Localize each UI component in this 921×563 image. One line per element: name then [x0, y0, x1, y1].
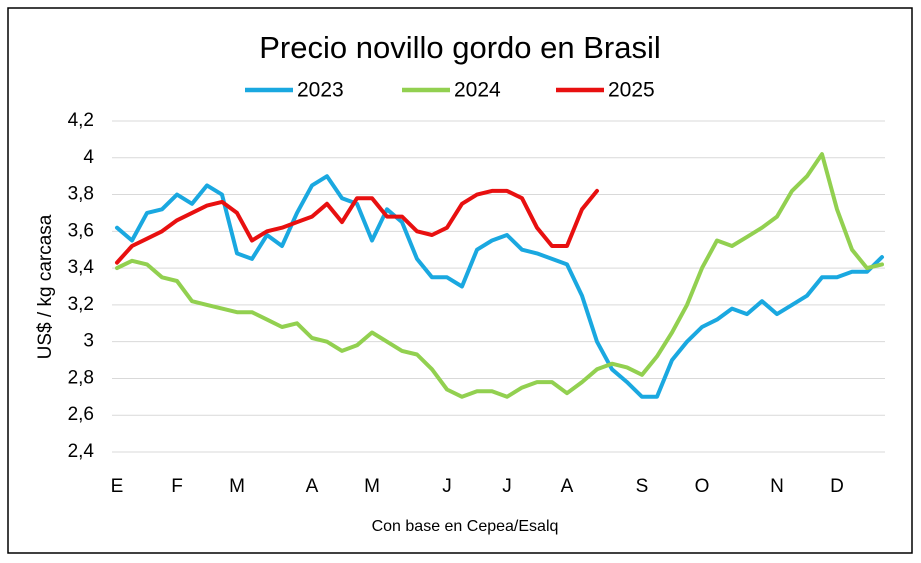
legend-label: 2025	[608, 79, 655, 102]
y-tick-label: 2,8	[68, 367, 94, 388]
y-tick-label: 4	[83, 147, 94, 168]
y-tick-label: 3,4	[68, 257, 95, 278]
line-series	[115, 188, 599, 265]
line-series	[115, 174, 884, 399]
y-tick-label: 2,4	[68, 441, 95, 462]
y-tick-label: 3,6	[68, 220, 94, 241]
line-series	[115, 152, 884, 399]
y-tick-label: 2,6	[68, 404, 94, 425]
y-tick-label: 3,8	[68, 184, 94, 205]
x-tick-label: S	[636, 476, 649, 497]
legend-label: 2024	[454, 79, 501, 102]
x-tick-label: A	[306, 476, 319, 497]
x-tick-label: M	[229, 476, 245, 497]
y-tick-label: 3	[83, 331, 94, 352]
x-tick-label: D	[830, 476, 844, 497]
x-tick-label: A	[561, 476, 574, 497]
source-note: Con base en Cepea/Esalq	[372, 518, 559, 535]
x-tick-label: J	[442, 476, 452, 497]
y-axis-label: US$ / kg carcasa	[35, 214, 56, 359]
x-tick-label: F	[171, 476, 183, 497]
chart-border	[7, 7, 913, 554]
x-tick-label: O	[695, 476, 710, 497]
y-tick-label: 3,2	[68, 294, 94, 315]
x-tick-label: E	[111, 476, 124, 497]
x-tick-label: J	[502, 476, 512, 497]
legend-label: 2023	[297, 79, 344, 102]
x-tick-label: N	[770, 476, 784, 497]
y-tick-label: 4,2	[68, 110, 94, 131]
chart-title: Precio novillo gordo en Brasil	[259, 30, 661, 65]
x-tick-label: M	[364, 476, 380, 497]
